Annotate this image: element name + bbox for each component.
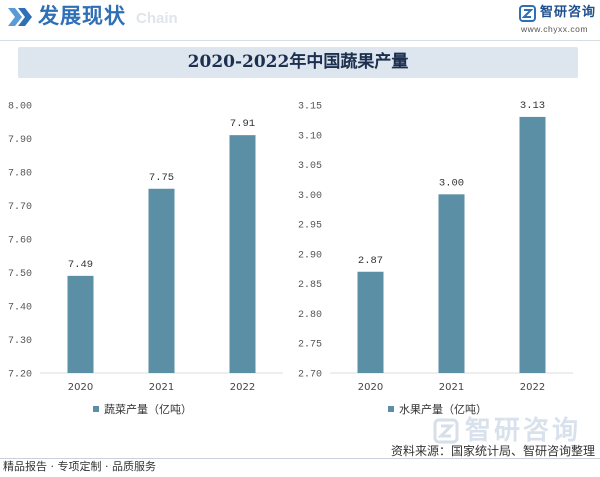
vegetable-chart-x-tick-label-2021: 2021 bbox=[149, 382, 174, 393]
fruit-chart-x-tick-label-2021: 2021 bbox=[439, 382, 464, 393]
vegetable-chart-data-label-2021: 7.75 bbox=[149, 172, 174, 184]
header-watermark-text: Chain bbox=[136, 10, 178, 27]
fruit-chart-legend-swatch bbox=[388, 406, 394, 412]
footer-watermark-text: 智研咨询 bbox=[465, 416, 582, 446]
fruit-chart-x-tick-label-2020: 2020 bbox=[358, 382, 383, 393]
vegetable-chart-y-tick-label: 7.60 bbox=[8, 236, 32, 247]
vegetable-chart-y-tick-label: 7.50 bbox=[8, 269, 32, 280]
fruit-chart-data-label-2020: 2.87 bbox=[358, 255, 383, 267]
vegetable-chart-y-tick-label: 7.40 bbox=[8, 303, 32, 314]
fruit-chart-y-tick-label: 3.10 bbox=[298, 131, 322, 142]
vegetable-chart-y-tick-label: 7.80 bbox=[8, 169, 32, 180]
double-chevron-icon bbox=[8, 8, 32, 26]
vegetable-chart-y-tick-label: 7.70 bbox=[8, 202, 32, 213]
vegetable-chart-bar-2020 bbox=[67, 275, 94, 373]
vegetable-chart-y-tick-label: 7.20 bbox=[8, 370, 32, 381]
source-note: 资料来源：国家统计局、智研咨询整理 bbox=[390, 444, 595, 458]
fruit-chart-y-tick-label: 2.80 bbox=[298, 310, 322, 321]
fruit-chart-data-label-2022: 3.13 bbox=[520, 100, 545, 112]
vegetable-chart-y-tick-label: 7.30 bbox=[8, 336, 32, 347]
footer-tagline: 精品报告 · 专项定制 · 品质服务 bbox=[3, 460, 156, 473]
logo-name: 智研咨询 bbox=[540, 5, 597, 20]
vegetable-chart-bar-2021 bbox=[148, 188, 175, 373]
fruit-chart-data-label-2021: 3.00 bbox=[439, 177, 464, 189]
fruit-chart-y-tick-label: 3.15 bbox=[298, 102, 322, 113]
vegetable-chart-data-label-2022: 7.91 bbox=[230, 118, 255, 130]
logo-url: www.chyxx.com bbox=[521, 24, 588, 34]
title-band bbox=[18, 47, 578, 78]
header-divider bbox=[0, 40, 600, 41]
zhiyan-logo-icon bbox=[519, 5, 536, 22]
fruit-chart-bar-2022 bbox=[519, 116, 546, 374]
fruit-chart-legend-label: 水果产量（亿吨） bbox=[399, 402, 487, 416]
vegetable-chart-legend-swatch bbox=[93, 406, 99, 412]
chart-title: 2020-2022年中国蔬果产量 bbox=[187, 52, 409, 72]
vegetable-chart-y-tick-label: 8.00 bbox=[8, 102, 32, 113]
footer-divider bbox=[0, 458, 600, 459]
fruit-chart-y-tick-label: 2.75 bbox=[298, 340, 322, 351]
vegetable-chart: 7.20 7.30 7.40 7.50 7.60 7.70 7.80 7.90 8.00 7.49… bbox=[8, 102, 283, 416]
fruit-chart-bar-2021 bbox=[438, 194, 465, 373]
fruit-chart: 2.70 2.75 2.80 2.85 2.90 2.95 3.00 3.05 3.10 3.15… bbox=[298, 100, 573, 416]
fruit-chart-x-tick-label-2022: 2022 bbox=[520, 382, 545, 393]
watermark-logo-icon bbox=[433, 418, 459, 444]
vegetable-chart-bar-2022 bbox=[229, 135, 256, 373]
fruit-chart-y-tick-label: 3.00 bbox=[298, 191, 322, 202]
section-title: 发展现状 bbox=[38, 4, 126, 28]
fruit-chart-y-tick-label: 2.85 bbox=[298, 280, 322, 291]
fruit-chart-y-tick-label: 3.05 bbox=[298, 161, 322, 172]
vegetable-chart-data-label-2020: 7.49 bbox=[68, 259, 93, 271]
fruit-chart-y-tick-label: 2.90 bbox=[298, 250, 322, 261]
vegetable-chart-x-tick-label-2022: 2022 bbox=[230, 382, 255, 393]
fruit-chart-y-tick-label: 2.70 bbox=[298, 370, 322, 381]
fruit-chart-y-tick-label: 2.95 bbox=[298, 221, 322, 232]
vegetable-chart-x-tick-label-2020: 2020 bbox=[68, 382, 93, 393]
vegetable-chart-legend-label: 蔬菜产量（亿吨） bbox=[104, 402, 192, 416]
vegetable-chart-y-tick-label: 7.90 bbox=[8, 135, 32, 146]
fruit-chart-bar-2020 bbox=[357, 271, 384, 373]
